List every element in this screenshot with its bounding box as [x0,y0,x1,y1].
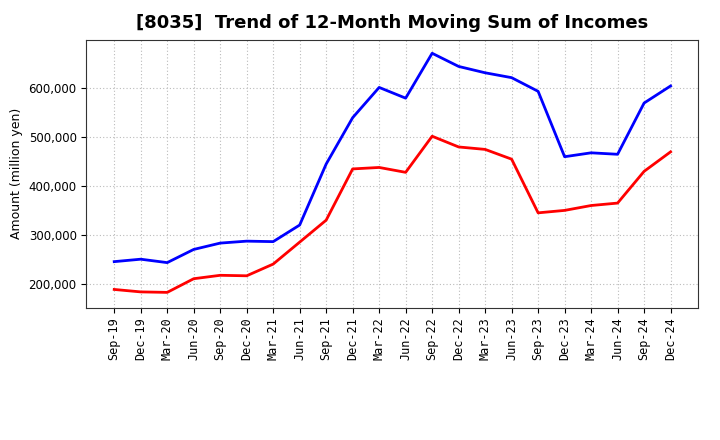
Ordinary Income [163,260,171,265]
Ordinary Income [666,83,675,88]
Y-axis label: Amount (million yen): Amount (million yen) [10,108,23,239]
Line: Ordinary Income: Ordinary Income [114,53,670,263]
Net Income [295,239,304,245]
Ordinary Income [534,89,542,94]
Ordinary Income [640,100,649,106]
Ordinary Income [348,115,357,120]
Net Income [269,261,277,267]
Net Income [401,170,410,175]
Net Income [110,287,119,292]
Ordinary Income [428,51,436,56]
Net Income [348,166,357,172]
Ordinary Income [401,95,410,101]
Ordinary Income [508,75,516,81]
Net Income [508,157,516,162]
Net Income [216,273,225,278]
Ordinary Income [613,152,622,157]
Ordinary Income [322,161,330,167]
Ordinary Income [295,222,304,227]
Net Income [243,273,251,279]
Net Income [163,290,171,295]
Ordinary Income [110,259,119,264]
Ordinary Income [481,70,490,75]
Net Income [189,276,198,281]
Ordinary Income [269,239,277,244]
Ordinary Income [136,257,145,262]
Net Income [640,169,649,174]
Net Income [428,134,436,139]
Title: [8035]  Trend of 12-Month Moving Sum of Incomes: [8035] Trend of 12-Month Moving Sum of I… [136,15,649,33]
Net Income [454,144,463,150]
Ordinary Income [189,247,198,252]
Ordinary Income [375,85,384,90]
Net Income [587,203,595,208]
Net Income [613,201,622,206]
Net Income [534,210,542,216]
Ordinary Income [560,154,569,159]
Net Income [375,165,384,170]
Line: Net Income: Net Income [114,136,670,293]
Net Income [560,208,569,213]
Net Income [136,289,145,294]
Net Income [481,147,490,152]
Ordinary Income [243,238,251,244]
Net Income [322,217,330,223]
Ordinary Income [587,150,595,155]
Ordinary Income [454,64,463,69]
Net Income [666,149,675,154]
Ordinary Income [216,240,225,246]
